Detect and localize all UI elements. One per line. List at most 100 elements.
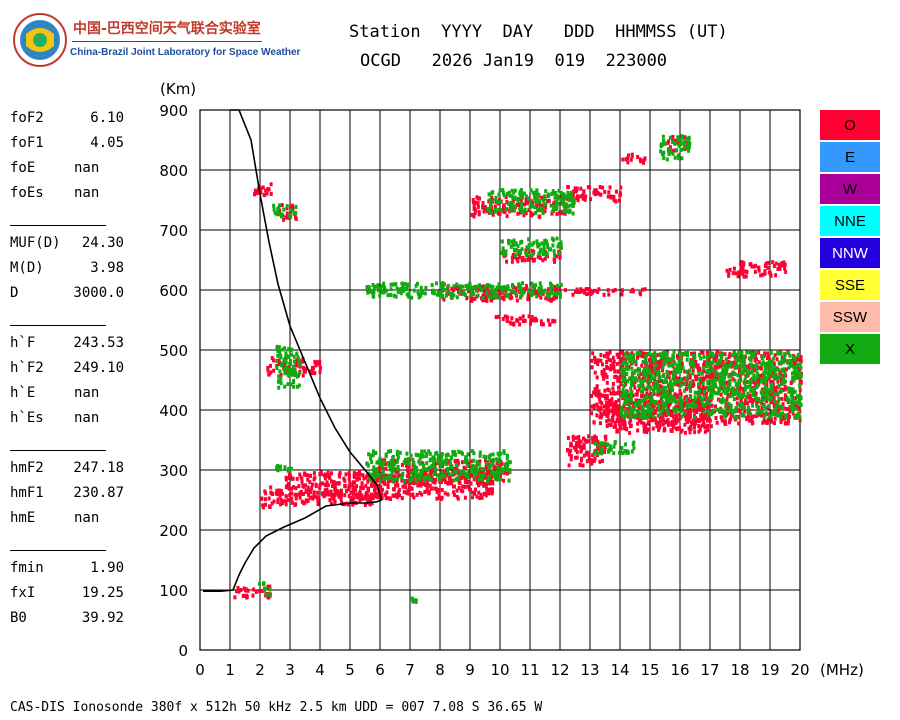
echo-point-x bbox=[489, 290, 493, 295]
echo-point-o bbox=[264, 502, 268, 507]
echo-point-x bbox=[297, 371, 301, 376]
echo-point-o bbox=[595, 413, 599, 418]
echo-point-o bbox=[697, 384, 701, 389]
echo-point-o bbox=[313, 475, 317, 480]
echo-point-x bbox=[706, 388, 710, 393]
echo-point-x bbox=[791, 398, 795, 403]
echo-point-o bbox=[407, 464, 411, 469]
echo-point-o bbox=[652, 391, 656, 396]
echo-point-o bbox=[583, 197, 587, 202]
param-value: nan bbox=[74, 385, 100, 401]
echo-point-x bbox=[559, 240, 563, 245]
echo-point-o bbox=[487, 289, 491, 294]
param-value: 1.90 bbox=[90, 560, 124, 576]
echo-point-x bbox=[645, 361, 649, 366]
echo-point-o bbox=[330, 484, 334, 489]
echo-point-o bbox=[636, 154, 640, 159]
echo-point-o bbox=[715, 355, 719, 360]
echo-point-o bbox=[608, 185, 612, 190]
echo-point-x bbox=[292, 359, 296, 364]
echo-point-x bbox=[780, 367, 784, 372]
echo-point-o bbox=[589, 291, 593, 296]
echo-point-x bbox=[676, 153, 680, 158]
echo-point-o bbox=[488, 487, 492, 492]
echo-point-x bbox=[491, 284, 495, 289]
echo-point-o bbox=[659, 360, 663, 365]
echo-point-x bbox=[371, 453, 375, 458]
echo-point-o bbox=[796, 375, 800, 380]
echo-point-o bbox=[571, 292, 575, 297]
echo-point-x bbox=[688, 368, 692, 373]
echo-point-o bbox=[611, 355, 615, 360]
echo-point-x bbox=[798, 394, 802, 399]
echo-point-o bbox=[772, 362, 776, 367]
echo-point-x bbox=[638, 350, 642, 355]
echo-point-x bbox=[756, 371, 760, 376]
echo-point-x bbox=[493, 207, 497, 212]
echo-point-o bbox=[783, 266, 787, 271]
echo-point-o bbox=[440, 487, 444, 492]
echo-point-o bbox=[658, 392, 662, 397]
echo-point-x bbox=[386, 461, 390, 466]
echo-point-x bbox=[746, 384, 750, 389]
echo-point-o bbox=[301, 359, 305, 364]
echo-point-o bbox=[269, 485, 273, 490]
echo-point-x bbox=[680, 156, 684, 161]
echo-point-o bbox=[500, 295, 504, 300]
echo-point-o bbox=[353, 480, 357, 485]
echo-point-o bbox=[743, 269, 747, 274]
echo-point-o bbox=[393, 474, 397, 479]
echo-point-x bbox=[701, 403, 705, 408]
echo-point-x bbox=[661, 350, 665, 355]
echo-point-x bbox=[678, 395, 682, 400]
echo-point-x bbox=[492, 457, 496, 462]
echo-point-x bbox=[519, 295, 523, 300]
echo-point-x bbox=[754, 350, 758, 355]
echo-point-o bbox=[246, 588, 250, 593]
echo-point-o bbox=[661, 368, 665, 373]
echo-point-o bbox=[571, 434, 575, 439]
echo-point-o bbox=[395, 492, 399, 497]
echo-point-x bbox=[384, 475, 388, 480]
echo-point-x bbox=[689, 395, 693, 400]
echo-point-x bbox=[628, 376, 632, 381]
echo-point-x bbox=[799, 361, 803, 366]
echo-point-x bbox=[756, 383, 760, 388]
echo-point-o bbox=[589, 197, 593, 202]
echo-point-x bbox=[676, 137, 680, 142]
echo-point-o bbox=[282, 499, 286, 504]
echo-point-x bbox=[472, 458, 476, 463]
echo-point-o bbox=[753, 382, 757, 387]
echo-point-x bbox=[762, 371, 766, 376]
echo-point-o bbox=[348, 473, 352, 478]
echo-point-x bbox=[464, 283, 468, 288]
echo-point-x bbox=[735, 415, 739, 420]
echo-point-o bbox=[748, 418, 752, 423]
echo-point-x bbox=[762, 404, 766, 409]
echo-point-x bbox=[712, 381, 716, 386]
echo-point-x bbox=[629, 413, 633, 418]
echo-point-o bbox=[773, 353, 777, 358]
echo-point-x bbox=[630, 449, 634, 454]
echo-point-o bbox=[498, 211, 502, 216]
echo-point-x bbox=[509, 208, 513, 213]
echo-point-x bbox=[663, 404, 667, 409]
param-separator bbox=[10, 225, 106, 226]
echo-point-x bbox=[729, 361, 733, 366]
echo-point-x bbox=[679, 409, 683, 414]
echo-point-o bbox=[587, 451, 591, 456]
echo-point-o bbox=[666, 422, 670, 427]
echo-point-x bbox=[282, 357, 286, 362]
echo-point-o bbox=[587, 291, 591, 296]
echo-point-o bbox=[719, 392, 723, 397]
echo-point-o bbox=[312, 493, 316, 498]
echo-point-x bbox=[684, 144, 688, 149]
echo-point-o bbox=[509, 292, 513, 297]
echo-point-x bbox=[751, 403, 755, 408]
echo-point-o bbox=[348, 481, 352, 486]
echo-point-x bbox=[672, 373, 676, 378]
echo-point-o bbox=[345, 489, 349, 494]
echo-point-x bbox=[375, 467, 379, 472]
echo-point-x bbox=[782, 360, 786, 365]
echo-point-x bbox=[679, 383, 683, 388]
